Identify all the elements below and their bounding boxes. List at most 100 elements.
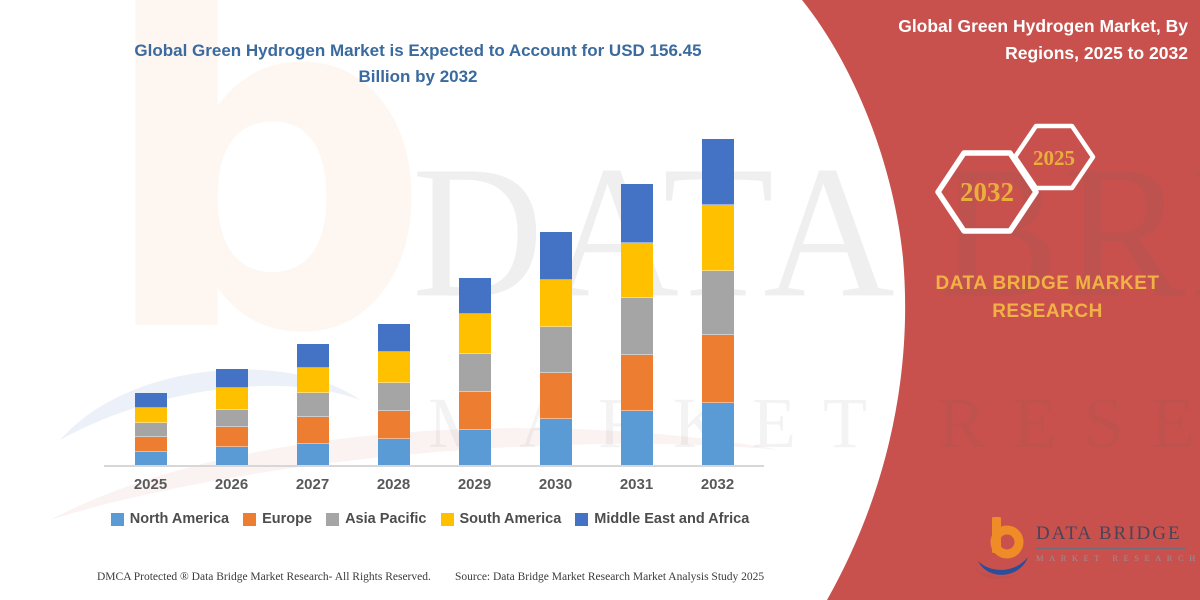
- x-axis-label-2031: 2031: [619, 476, 654, 493]
- hexagon-badges: 2032 2025: [935, 123, 1096, 234]
- bar-segment-2028-middle-east-and-africa: [377, 323, 410, 353]
- x-axis-label-2030: 2030: [538, 476, 573, 493]
- legend-label: Middle East and Africa: [594, 511, 750, 527]
- legend-swatch-icon: [575, 512, 589, 526]
- bar-segment-2031-asia-pacific: [620, 297, 653, 356]
- x-axis-line: [104, 465, 764, 467]
- bar-2028: [377, 323, 410, 466]
- logo-sub-text: MARKET RESEARCH: [1036, 553, 1200, 563]
- bar-column-2029: [434, 140, 515, 466]
- legend-item-south-america: South America: [440, 511, 562, 527]
- data-bridge-logo-icon: [974, 517, 1028, 580]
- bar-segment-2027-asia-pacific: [296, 393, 329, 417]
- chart-legend: North America Europe Asia Pacific South Ame…: [90, 511, 770, 527]
- bar-segment-2032-europe: [701, 334, 734, 404]
- bars-container: [110, 139, 758, 466]
- legend-swatch-icon: [326, 512, 340, 526]
- bar-segment-2026-europe: [215, 427, 248, 448]
- bar-2026: [215, 368, 248, 466]
- legend-swatch-icon: [243, 512, 257, 526]
- bar-segment-2026-middle-east-and-africa: [215, 368, 248, 389]
- chart-title: Global Green Hydrogen Market is Expected…: [134, 41, 702, 87]
- bar-segment-2032-north-america: [701, 403, 734, 466]
- bar-segment-2031-south-america: [620, 242, 653, 298]
- panel-brand-text: DATA BRIDGE MARKET RESEARCH: [935, 273, 1160, 322]
- bar-segment-2025-europe: [134, 437, 167, 453]
- legend-label: Asia Pacific: [345, 511, 427, 527]
- bar-segment-2028-europe: [377, 411, 410, 440]
- bar-segment-2031-europe: [620, 355, 653, 411]
- bar-2030: [539, 231, 572, 466]
- bar-segment-2027-middle-east-and-africa: [296, 344, 329, 368]
- bar-segment-2025-middle-east-and-africa: [134, 392, 167, 408]
- bar-2031: [620, 184, 653, 466]
- bar-segment-2029-asia-pacific: [458, 354, 491, 393]
- bar-2029: [458, 277, 491, 466]
- bar-segment-2030-asia-pacific: [539, 326, 572, 374]
- bar-segment-2030-europe: [539, 373, 572, 420]
- bar-segment-2028-north-america: [377, 439, 410, 466]
- bar-segment-2028-asia-pacific: [377, 382, 410, 412]
- hexagon-2032-icon: [935, 150, 1039, 234]
- legend-label: South America: [459, 511, 562, 527]
- bar-2032: [701, 139, 734, 466]
- bar-segment-2026-south-america: [215, 388, 248, 410]
- bar-segment-2029-north-america: [458, 429, 491, 466]
- x-axis-label-2032: 2032: [700, 476, 735, 493]
- legend-label: Europe: [262, 511, 313, 527]
- legend-item-europe: Europe: [243, 511, 312, 527]
- bar-segment-2030-middle-east-and-africa: [539, 231, 572, 280]
- x-axis-label-2027: 2027: [295, 476, 330, 493]
- logo-blue-swoosh-icon: [978, 557, 1028, 575]
- x-axis-labels: 2025 2026 2027 2028 2029 2030 2031 2032: [110, 476, 758, 498]
- bar-segment-2032-south-america: [701, 204, 734, 271]
- bar-segment-2027-europe: [296, 416, 329, 444]
- bar-segment-2028-south-america: [377, 352, 410, 383]
- x-axis-label-2028: 2028: [376, 476, 411, 493]
- bar-segment-2032-asia-pacific: [701, 270, 734, 335]
- x-axis-label-2025: 2025: [133, 476, 168, 493]
- bar-segment-2027-north-america: [296, 443, 329, 466]
- legend-item-north-america: North America: [110, 511, 230, 527]
- bar-column-2025: [110, 140, 191, 466]
- bar-column-2032: [677, 139, 758, 466]
- bar-segment-2025-asia-pacific: [134, 422, 167, 438]
- bar-segment-2032-middle-east-and-africa: [701, 139, 734, 205]
- chart-plot-area: [104, 139, 764, 467]
- logo-brand-text: DATA BRIDGE: [1036, 523, 1186, 549]
- data-bridge-logo: DATA BRIDGE MARKET RESEARCH: [972, 513, 1200, 585]
- bar-column-2027: [272, 140, 353, 466]
- hexagon-label-2025: 2025: [1033, 146, 1075, 170]
- dmca-text: DMCA Protected ® Data Bridge Market Rese…: [97, 571, 431, 583]
- bar-column-2030: [515, 140, 596, 466]
- hexagon-label-2032: 2032: [960, 177, 1014, 207]
- bar-segment-2025-south-america: [134, 407, 167, 423]
- legend-item-asia-pacific: Asia Pacific: [326, 511, 427, 527]
- bar-segment-2031-north-america: [620, 410, 653, 466]
- bar-segment-2030-north-america: [539, 419, 572, 466]
- bar-2027: [296, 344, 329, 466]
- bar-column-2031: [596, 140, 677, 466]
- bar-segment-2025-north-america: [134, 452, 167, 466]
- bar-segment-2029-europe: [458, 392, 491, 430]
- bar-segment-2031-middle-east-and-africa: [620, 184, 653, 243]
- red-panel-shape: [802, 0, 1200, 600]
- bar-segment-2029-south-america: [458, 314, 491, 355]
- legend-swatch-icon: [110, 512, 124, 526]
- x-axis-label-2026: 2026: [214, 476, 249, 493]
- panel-heading: Global Green Hydrogen Market, By Regions…: [898, 16, 1188, 64]
- bar-segment-2029-middle-east-and-africa: [458, 277, 491, 315]
- logo-b-bowl: [990, 525, 1024, 559]
- bar-segment-2027-south-america: [296, 367, 329, 394]
- legend-label: North America: [129, 511, 230, 527]
- bar-segment-2026-north-america: [215, 447, 248, 466]
- bar-column-2026: [191, 140, 272, 466]
- logo-texts: DATA BRIDGE MARKET RESEARCH: [1036, 523, 1200, 563]
- bar-2025: [134, 392, 167, 466]
- source-text: Source: Data Bridge Market Research Mark…: [455, 571, 765, 583]
- bar-segment-2030-south-america: [539, 279, 572, 327]
- logo-red-swoosh-icon: [974, 567, 1020, 580]
